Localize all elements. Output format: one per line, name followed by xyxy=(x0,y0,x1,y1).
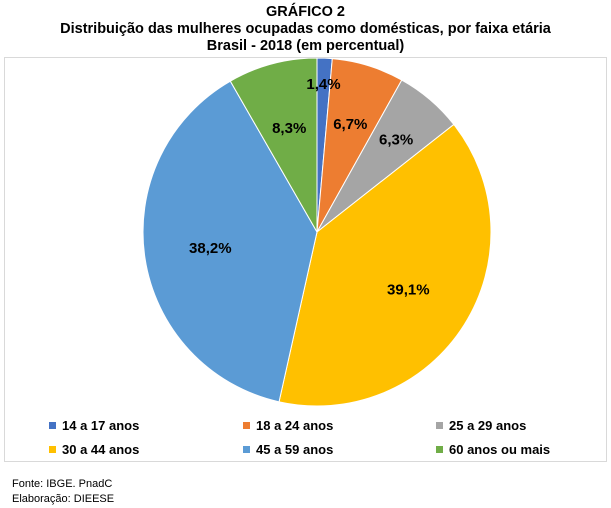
legend-label-3: 25 a 29 anos xyxy=(449,418,527,433)
pie-slice-6 xyxy=(229,58,318,234)
data-label-1: 1,4% xyxy=(306,76,340,93)
data-label-5: 38,2% xyxy=(189,240,232,257)
data-label-3: 6,3% xyxy=(379,131,413,148)
chart-title: GRÁFICO 2 xyxy=(266,4,345,20)
chart-legend: 14 a 17 anos 18 a 24 anos 25 a 29 anos 30 a… xyxy=(5,413,608,461)
chart-area: 1,4% 6,7% 6,3% 39,1% 38,2% 8,3% 14 a 17 anos 1… xyxy=(4,57,607,462)
data-label-6: 8,3% xyxy=(272,120,306,137)
legend-item-3: 25 a 29 anos xyxy=(436,418,526,433)
legend-swatch-1 xyxy=(49,422,56,429)
data-label-2: 6,7% xyxy=(333,116,367,133)
legend-item-1: 14 a 17 anos xyxy=(49,418,139,433)
footnotes: Fonte: IBGE. PnadC Elaboração: DIEESE xyxy=(12,477,114,507)
elaboration-note: Elaboração: DIEESE xyxy=(12,493,115,505)
legend-swatch-2 xyxy=(243,422,250,429)
legend-swatch-5 xyxy=(243,446,250,453)
data-label-4: 39,1% xyxy=(387,282,430,299)
legend-label-6: 60 anos ou mais xyxy=(449,442,551,457)
legend-swatch-3 xyxy=(436,422,443,429)
legend-swatch-4 xyxy=(49,446,56,453)
legend-item-6: 60 anos ou mais xyxy=(436,442,550,457)
legend-label-1: 14 a 17 anos xyxy=(62,418,140,433)
legend-label-4: 30 a 44 anos xyxy=(62,442,140,457)
legend-item-2: 18 a 24 anos xyxy=(243,418,333,433)
pie-slice-5 xyxy=(142,80,318,403)
legend-item-4: 30 a 44 anos xyxy=(49,442,139,457)
legend-item-5: 45 a 59 anos xyxy=(243,442,333,457)
chart-title-block: GRÁFICO 2 Distribuição das mulheres ocup… xyxy=(0,4,611,55)
legend-label-5: 45 a 59 anos xyxy=(256,442,334,457)
legend-swatch-6 xyxy=(436,446,443,453)
pie-chart: 1,4% 6,7% 6,3% 39,1% 38,2% 8,3% xyxy=(142,58,492,407)
chart-subtitle-2: Brasil - 2018 (em percentual) xyxy=(206,38,405,54)
pie-slice-4 xyxy=(278,123,492,407)
source-note: Fonte: IBGE. PnadC xyxy=(12,478,113,490)
chart-subtitle: Distribuição das mulheres ocupadas como … xyxy=(60,21,551,37)
legend-label-2: 18 a 24 anos xyxy=(256,418,334,433)
